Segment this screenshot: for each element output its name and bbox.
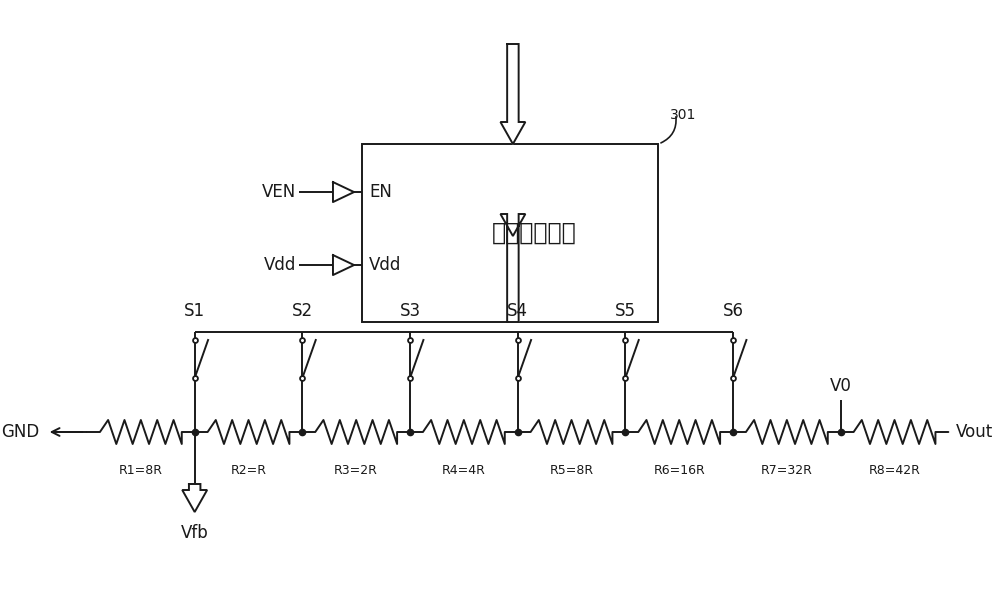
Text: S6: S6 bbox=[723, 302, 744, 320]
Text: S1: S1 bbox=[184, 302, 205, 320]
Text: 301: 301 bbox=[670, 108, 696, 122]
Text: EN: EN bbox=[369, 183, 392, 201]
Text: V0: V0 bbox=[830, 377, 852, 395]
Text: Vfb: Vfb bbox=[181, 524, 209, 542]
Text: R6=16R: R6=16R bbox=[653, 464, 705, 477]
Text: R5=8R: R5=8R bbox=[549, 464, 594, 477]
Text: Vdd: Vdd bbox=[369, 256, 402, 274]
Polygon shape bbox=[500, 214, 525, 322]
Polygon shape bbox=[500, 44, 525, 144]
Text: R1=8R: R1=8R bbox=[119, 464, 163, 477]
Text: GND: GND bbox=[1, 423, 39, 441]
Text: 开关控制电路: 开关控制电路 bbox=[491, 221, 576, 245]
Text: VEN: VEN bbox=[262, 183, 297, 201]
Polygon shape bbox=[182, 484, 207, 512]
Text: S3: S3 bbox=[399, 302, 421, 320]
Bar bbox=[362, 144, 658, 322]
Text: R2=R: R2=R bbox=[231, 464, 267, 477]
Text: S2: S2 bbox=[292, 302, 313, 320]
Text: Vdd: Vdd bbox=[264, 256, 297, 274]
Text: R4=4R: R4=4R bbox=[442, 464, 486, 477]
Text: S5: S5 bbox=[615, 302, 636, 320]
Text: R8=42R: R8=42R bbox=[869, 464, 920, 477]
Text: Vout: Vout bbox=[956, 423, 993, 441]
Text: R3=2R: R3=2R bbox=[334, 464, 378, 477]
Text: S4: S4 bbox=[507, 302, 528, 320]
Text: R7=32R: R7=32R bbox=[761, 464, 813, 477]
